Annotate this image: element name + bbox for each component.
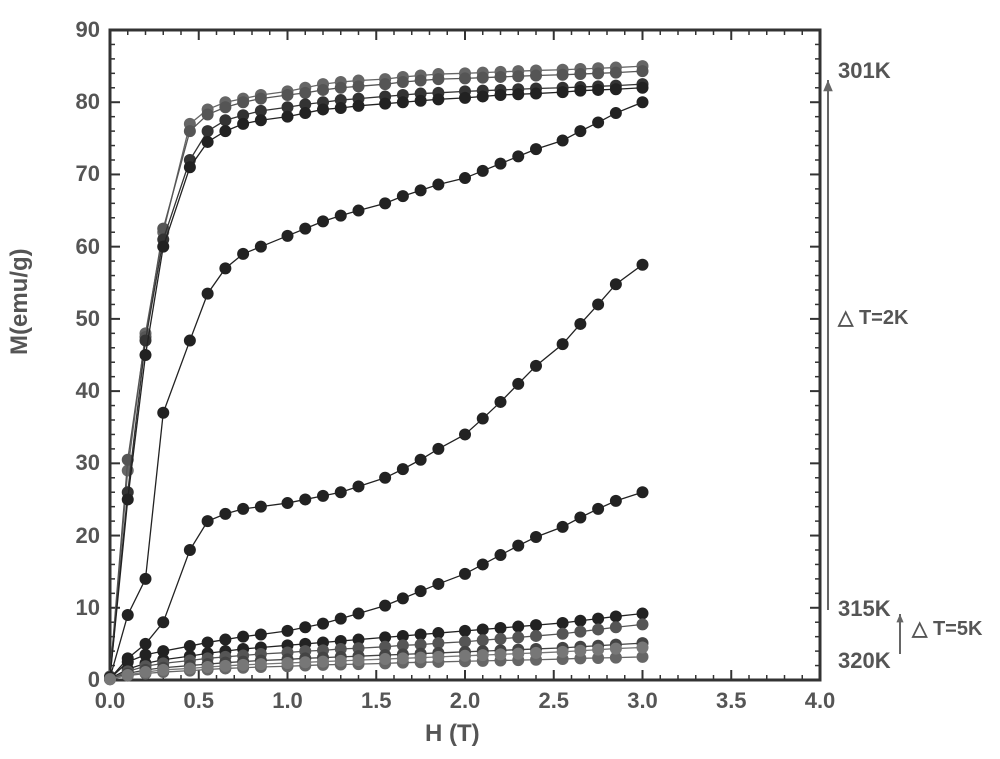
x-tick-label: 3.5 [711,688,751,714]
y-tick-label: 80 [76,89,100,115]
annotation-delta-t-2k: △ T=2K [838,305,908,330]
y-tick-label: 40 [76,378,100,404]
y-tick-label: 10 [76,595,100,621]
annotation-delta-t-5k: △ T=5K [912,616,982,641]
y-tick-label: 60 [76,234,100,260]
x-tick-label: 1.0 [268,688,308,714]
y-tick-label: 30 [76,450,100,476]
annotation-315k: 315K [838,596,891,622]
chart-svg [0,0,1000,759]
y-tick-label: 70 [76,161,100,187]
x-tick-label: 2.0 [445,688,485,714]
y-tick-label: 50 [76,306,100,332]
x-axis-label: H (T) [425,720,480,748]
annotation-301k: 301K [838,58,891,84]
x-tick-label: 4.0 [800,688,840,714]
annotation-320k: 320K [838,648,891,674]
y-tick-label: 90 [76,17,100,43]
x-tick-label: 2.5 [534,688,574,714]
x-tick-label: 0.5 [179,688,219,714]
mh-isotherm-chart: 0102030405060708090 0.00.51.01.52.02.53.… [0,0,1000,759]
x-tick-label: 1.5 [356,688,396,714]
x-tick-label: 0.0 [90,688,130,714]
y-tick-label: 20 [76,523,100,549]
y-axis-label: M(emu/g) [6,248,34,355]
x-tick-label: 3.0 [623,688,663,714]
